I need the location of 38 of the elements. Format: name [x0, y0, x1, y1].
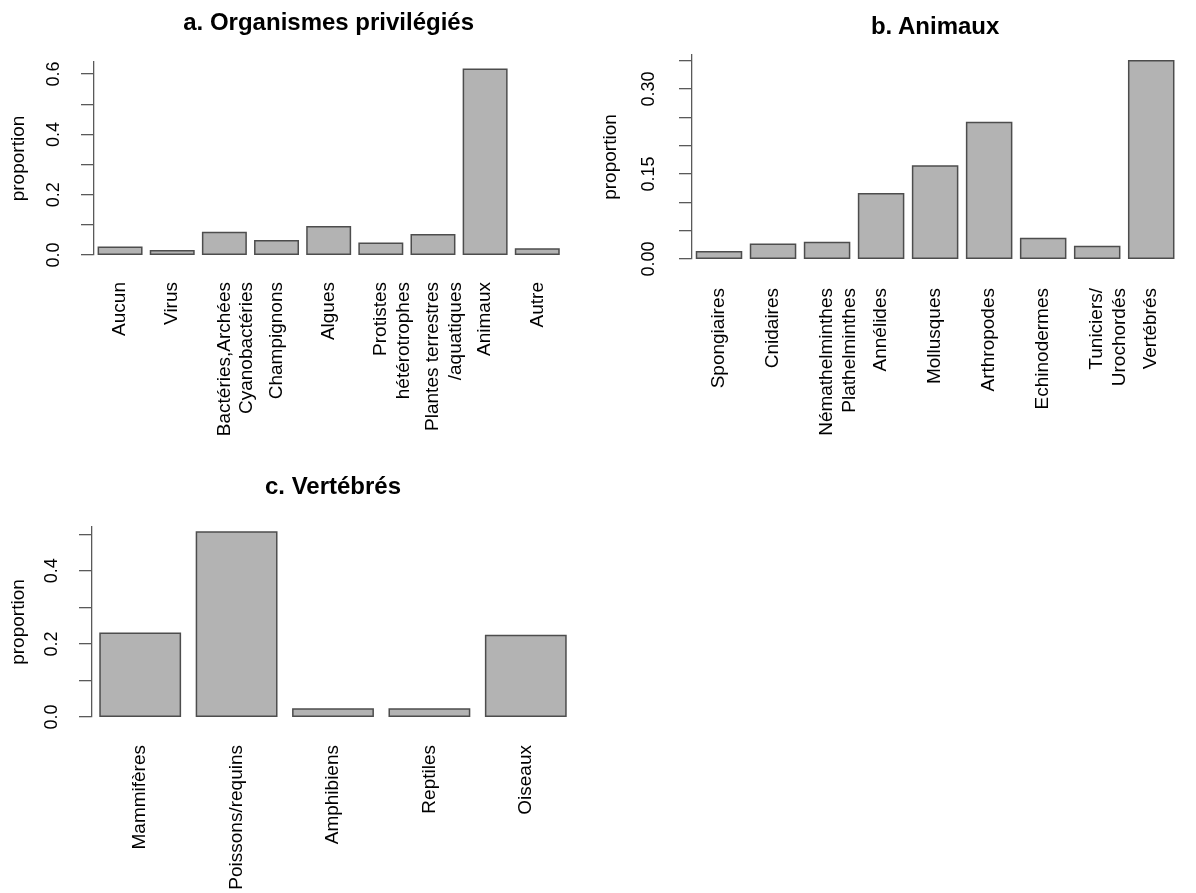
x-tick-label: Mammifères — [128, 745, 150, 850]
y-tick-label: 0.15 — [638, 156, 658, 192]
x-tick-label: Autre — [525, 282, 547, 328]
y-tick-label: 0.2 — [43, 182, 63, 208]
y-tick-label: 0.2 — [41, 631, 61, 657]
chart-title: c. Vertébrés — [264, 472, 402, 500]
y-tick-label: 0.0 — [41, 704, 61, 730]
x-tick-label: Protistes hétérotrophes — [369, 282, 413, 400]
y-tick-label: 0.00 — [638, 241, 658, 277]
x-tick-label: Némathelminthes Plathelminthes — [815, 288, 860, 436]
chart-title: a. Organismes privilégiés — [183, 8, 475, 36]
x-tick-label: Mollusques — [923, 288, 945, 385]
x-tick-label: Cnidaires — [761, 288, 783, 369]
y-tick-label: 0.4 — [43, 121, 63, 147]
x-tick-label: Echinodermes — [1031, 288, 1053, 410]
x-tick-label: Amphibiens — [321, 745, 343, 845]
x-tick-label: Spongiaires — [707, 288, 729, 389]
x-tick-label: Champignons — [264, 282, 286, 400]
y-axis-title: proportion — [598, 114, 620, 200]
x-tick-label: Poissons/requins — [224, 745, 246, 890]
chart-title: b. Animaux — [870, 12, 1000, 40]
x-tick-label: Tuniciers/ Urochordés — [1085, 287, 1130, 387]
y-tick-label: 0.0 — [43, 242, 63, 268]
x-tick-label: Aucun — [108, 282, 130, 336]
x-tick-label: Vertébrés — [1139, 288, 1161, 370]
x-tick-label: Oiseaux — [514, 744, 536, 815]
y-tick-label: 0.4 — [41, 558, 61, 584]
x-tick-label: Reptiles — [417, 745, 439, 814]
y-tick-label: 0.30 — [638, 71, 658, 107]
x-tick-label: Virus — [160, 282, 182, 325]
x-tick-label: Bactéries,Archées Cyanobactéries — [212, 282, 257, 437]
x-tick-label: Algues — [316, 282, 338, 341]
y-axis-title: proportion — [6, 579, 28, 665]
y-axis-title: proportion — [6, 115, 28, 202]
x-tick-label: Arthropodes — [977, 288, 999, 392]
y-tick-label: 0.6 — [43, 61, 63, 87]
x-tick-label: Animaux — [473, 281, 495, 356]
x-tick-label: Annélides — [869, 288, 891, 372]
